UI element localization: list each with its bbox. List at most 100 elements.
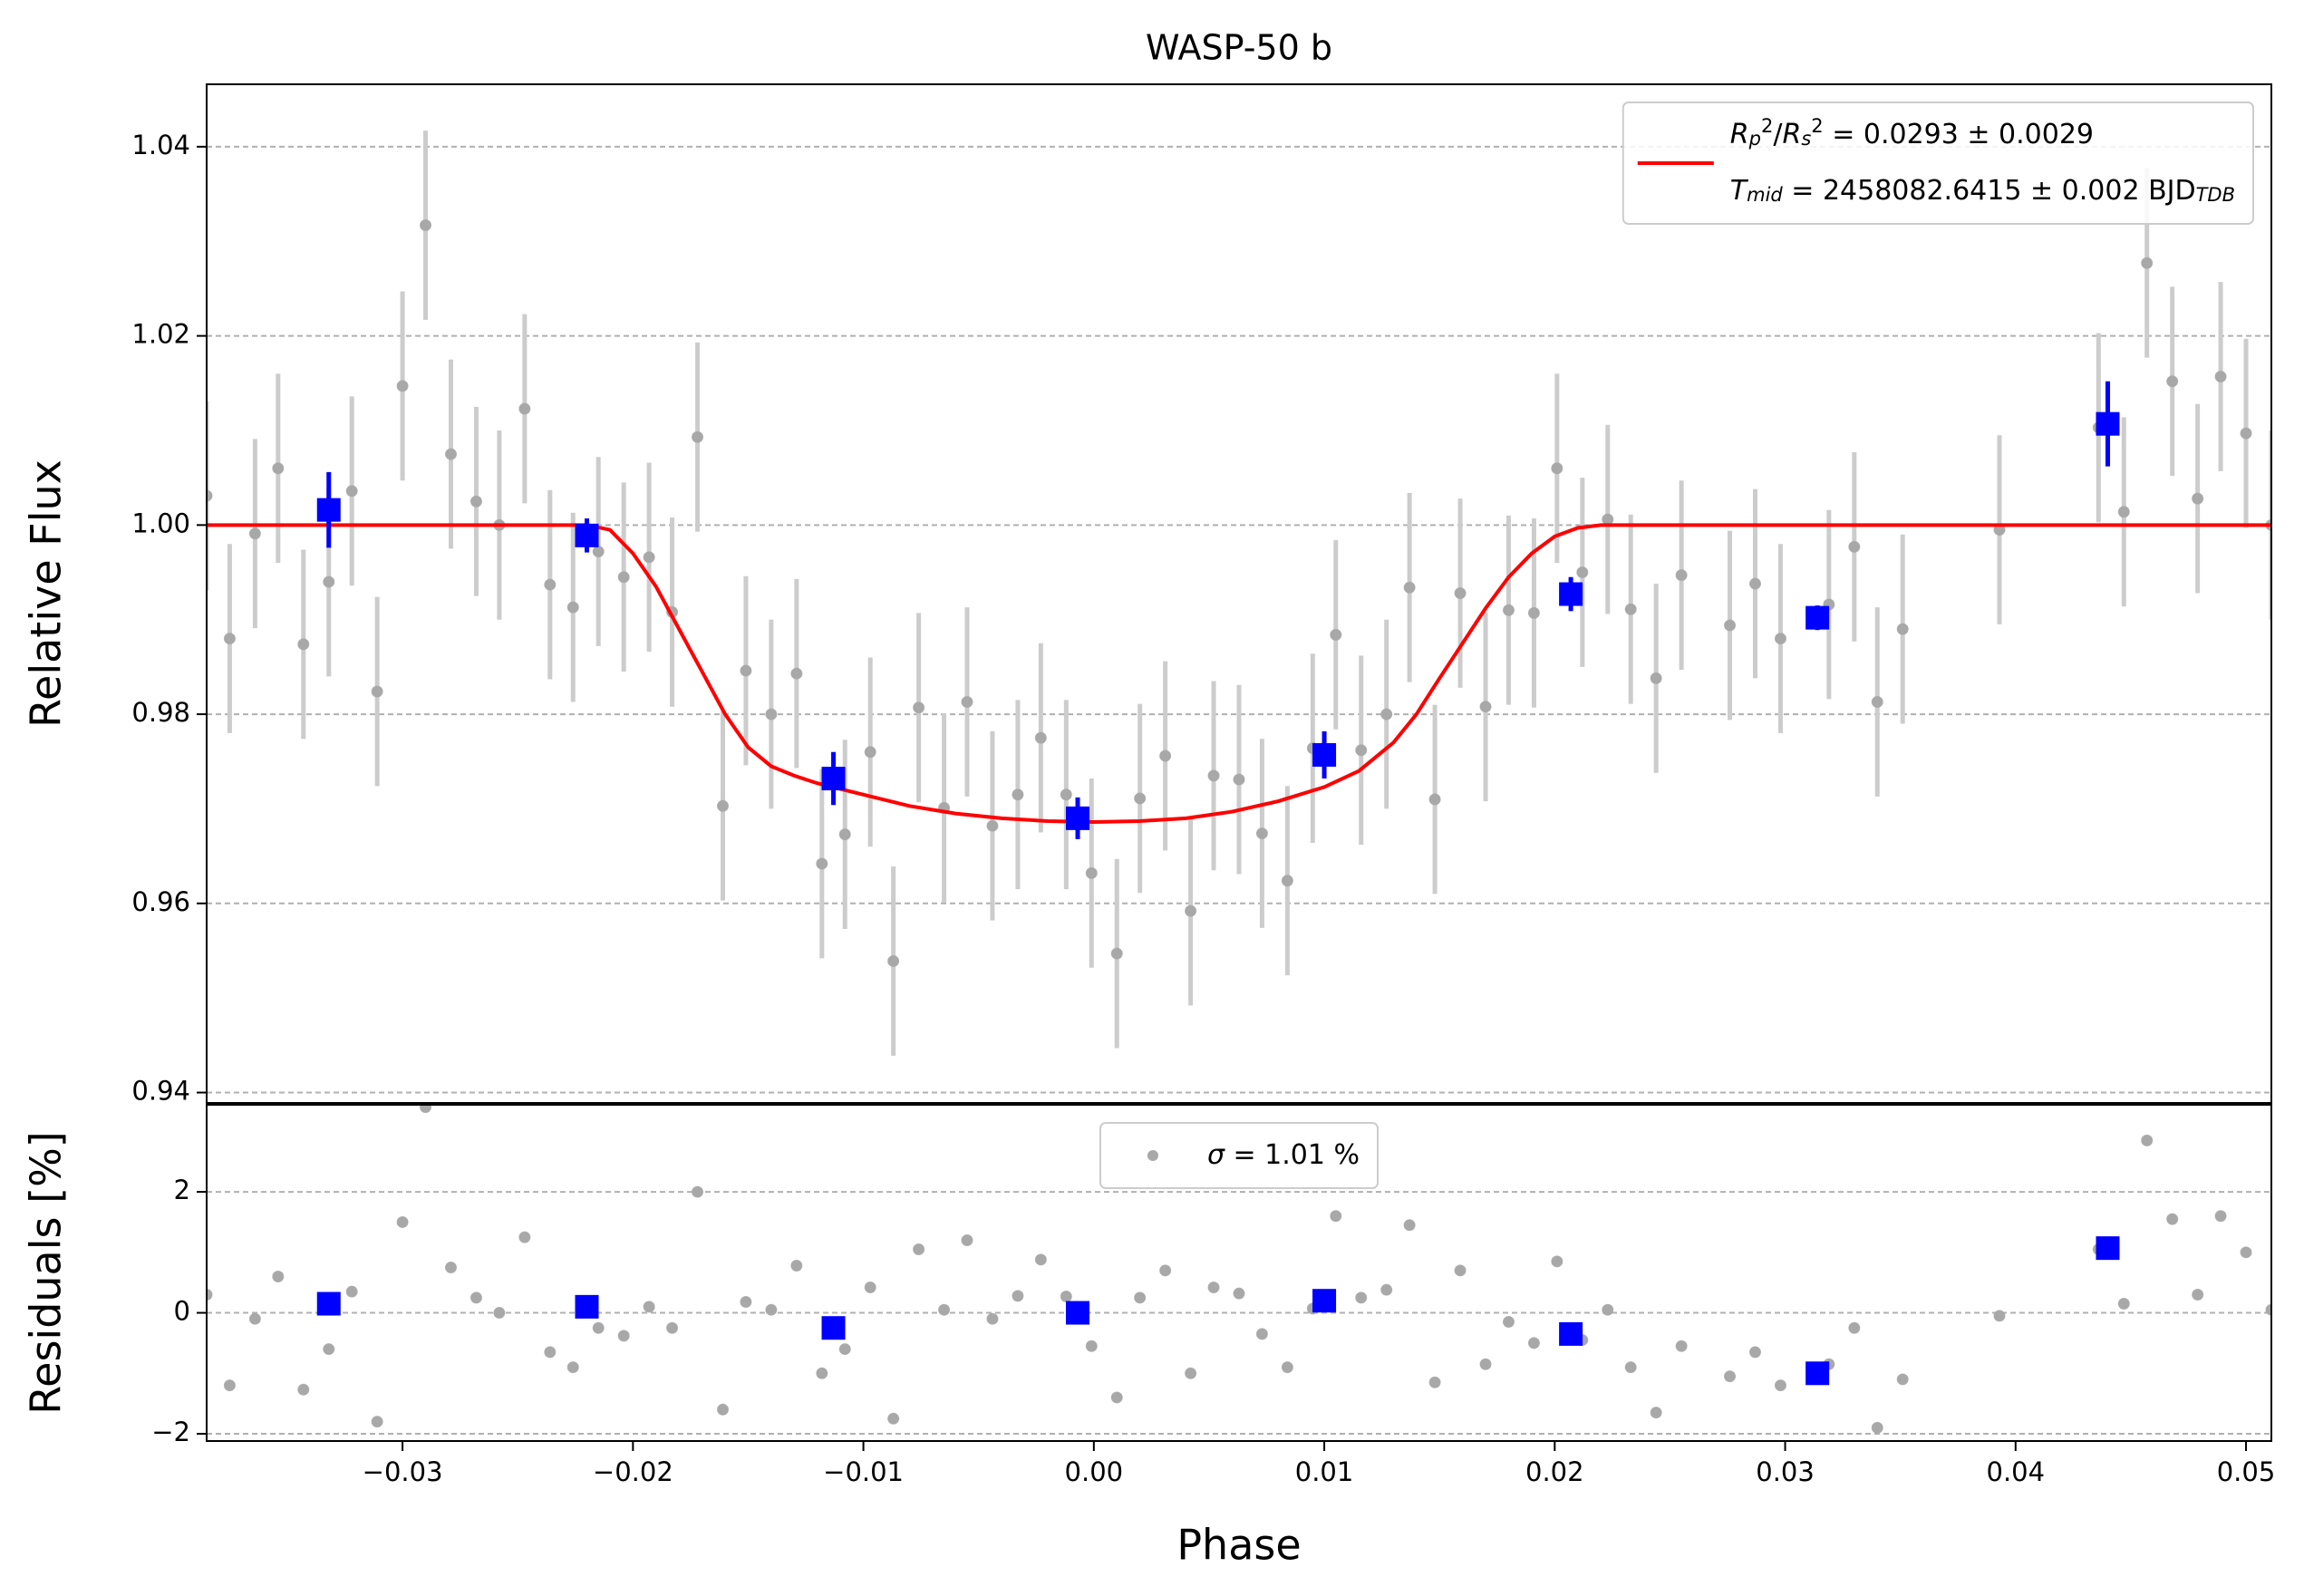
x-tick-label: 0.02 [1525,1456,1584,1487]
data-point [272,462,285,475]
data-point [396,1215,409,1228]
axes-frame [206,1104,2272,1442]
data-point [1380,1283,1393,1296]
data-point [1527,606,1540,619]
data-point [2214,370,2227,382]
y-tick-label: 0.96 [131,886,190,917]
y-tick-label: 2 [174,1175,190,1205]
data-point [1185,904,1197,917]
data-point [248,1312,261,1325]
data-point [887,954,900,967]
data-point [1848,540,1861,553]
binned-point [316,1291,341,1316]
data-point [2117,1298,2130,1311]
data-point [2141,256,2154,269]
data-point [1034,1253,1047,1266]
binned-point [1559,582,1583,606]
x-axis-label: Phase [1176,1521,1301,1570]
legend-text-part: p [1748,128,1761,150]
panel: Residuals [%] Phase −2 0 2 −0.03 −0.02 −0.01 0.0… [22,1104,2276,1570]
legend-text-part: mid [1747,184,1783,206]
data-point [297,1383,310,1396]
binned-point [1066,806,1090,830]
data-point [566,601,579,614]
data-point [1502,604,1515,616]
data-point [223,1379,236,1392]
data-point [1428,1376,1441,1388]
data-point [1454,1264,1467,1277]
y-tick-label: −2 [151,1417,190,1447]
data-point [1110,947,1123,960]
data-point [1185,1367,1197,1379]
data-point [1403,581,1416,594]
binned-point [316,498,341,522]
binned-point [575,523,599,547]
data-point [692,1185,704,1198]
data-point [297,638,310,651]
legend: σ = 1.01 % [1099,1122,1379,1189]
legend-text-part: = 2458082.6415 ± 0.002 BJD [1783,175,2196,207]
legend-text-part: = 1.01 % [1225,1139,1360,1171]
data-point [2240,427,2252,440]
data-point [864,746,876,759]
data-point [692,430,704,443]
data-point [1650,1407,1662,1419]
data-point [1085,866,1098,879]
panel: WASP-50 b Relative Flux 0.94 0.96 0.98 1.00 1.… [22,28,2272,1107]
data-point [1012,788,1024,801]
data-point [1774,1379,1786,1392]
data-point [345,485,358,498]
data-point [617,1330,630,1342]
data-point [1479,701,1492,713]
data-point [1281,1361,1293,1374]
data-point [1233,1287,1245,1300]
data-point [420,1105,432,1114]
data-point [1624,1361,1637,1374]
binned-point [2096,411,2120,436]
data-point [643,551,655,564]
data-point [1355,1291,1368,1304]
y-axis-label: Relative Flux [22,459,71,728]
x-tick-label: 0.05 [2217,1456,2276,1487]
data-point [938,1303,951,1316]
data-point [323,576,335,588]
data-point [1110,1391,1123,1404]
data-point [1034,731,1047,744]
data-point [2265,1303,2271,1316]
legend-box [1099,1122,1379,1189]
data-point [913,701,925,714]
binned-point [1066,1301,1090,1325]
data-point [1871,1421,1883,1434]
legend-label: Tmid = 2458082.6415 ± 0.002 BJDTDB [1730,175,2235,207]
data-point [1207,1282,1220,1294]
data-point [1749,1346,1761,1359]
binned-point [821,1316,846,1340]
data-point [790,667,803,680]
data-point [2166,1213,2179,1225]
data-point [1675,569,1688,582]
data-point [816,1367,828,1379]
chart-title: WASP-50 b [1146,28,1332,68]
binned-point [1312,1289,1337,1313]
data-point [2117,506,2130,518]
legend-text-part: T [1730,175,1749,207]
data-point [396,380,409,392]
data-point [816,857,828,870]
data-point [1602,1303,1614,1316]
data-point [272,1271,285,1283]
data-point [1330,628,1342,641]
data-point [1428,793,1441,806]
data-point [1602,513,1614,526]
binned-point [575,1294,599,1319]
data-point [1355,744,1368,757]
data-point [1650,672,1662,684]
y-tick-label: 0.98 [131,697,190,728]
data-point [986,1312,999,1325]
data-point [2214,1210,2227,1223]
data-point [1502,1316,1515,1329]
data-point [740,664,752,677]
legend-marker [1147,1150,1158,1161]
data-point [223,633,236,645]
